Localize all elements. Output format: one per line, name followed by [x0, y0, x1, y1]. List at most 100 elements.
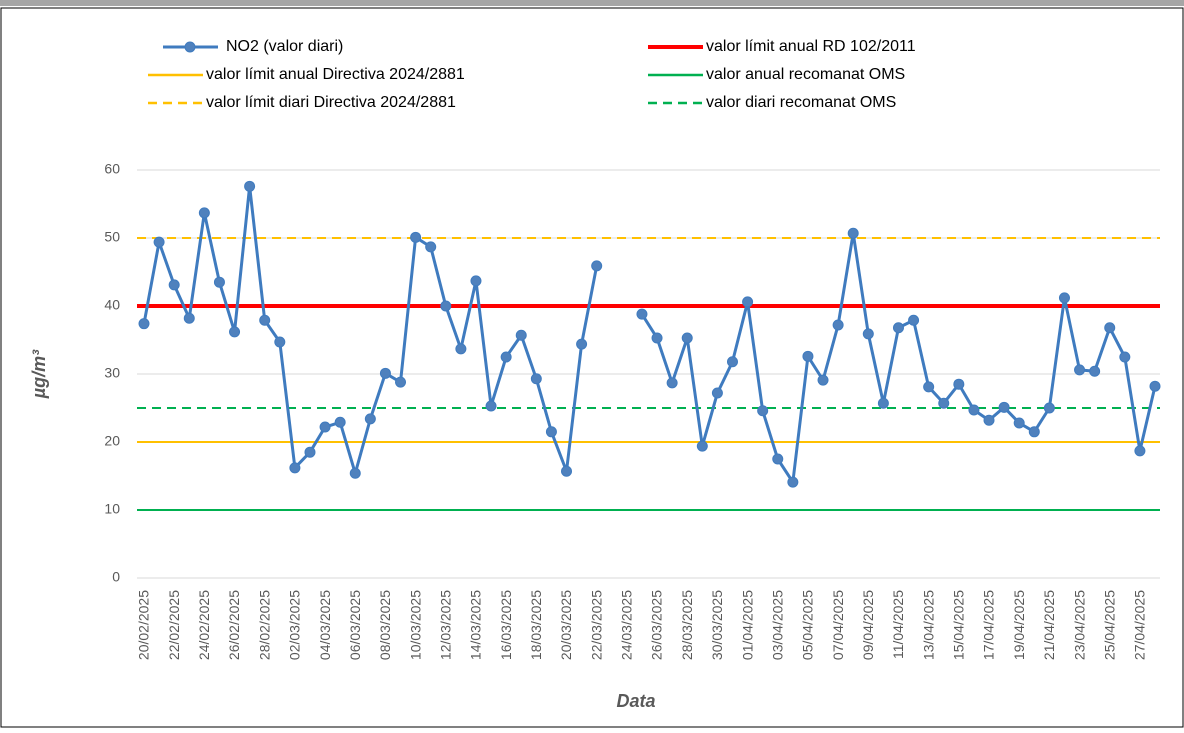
x-tick-label: 26/03/2025 [649, 590, 665, 660]
legend-label: valor límit diari Directiva 2024/2881 [206, 94, 456, 111]
data-point [666, 377, 678, 389]
legend-label: valor anual recomanat OMS [706, 66, 905, 83]
data-point [334, 416, 346, 428]
x-tick-label: 26/02/2025 [226, 590, 242, 660]
x-tick-label: 01/04/2025 [739, 590, 755, 660]
data-point [817, 374, 829, 386]
y-tick-label: 10 [104, 501, 120, 517]
frame [0, 7, 1184, 728]
data-point [470, 275, 482, 287]
data-point [696, 440, 708, 452]
data-point [259, 314, 271, 326]
x-tick-label: 18/03/2025 [528, 590, 544, 660]
x-tick-label: 09/04/2025 [860, 590, 876, 660]
data-point [742, 296, 754, 308]
data-point [545, 426, 557, 438]
y-tick-label: 20 [104, 433, 120, 449]
data-point [591, 260, 603, 272]
data-point [425, 241, 437, 253]
data-point [832, 319, 844, 331]
data-point [576, 338, 588, 350]
y-tick-label: 30 [104, 365, 120, 381]
data-point [636, 308, 648, 320]
data-point [410, 231, 422, 243]
x-tick-label: 08/03/2025 [377, 590, 393, 660]
x-tick-label: 06/03/2025 [347, 590, 363, 660]
data-point [953, 378, 965, 390]
data-point [1089, 365, 1101, 377]
data-point [772, 453, 784, 465]
data-point [1119, 351, 1131, 363]
data-point [198, 207, 210, 219]
x-tick-label: 22/03/2025 [588, 590, 604, 660]
x-axis-title: Data [616, 691, 655, 711]
data-point [530, 373, 542, 385]
data-point [1058, 292, 1070, 304]
legend-label: valor límit anual Directiva 2024/2881 [206, 66, 465, 83]
data-point [711, 387, 723, 399]
data-point [1074, 364, 1086, 376]
data-point [1043, 402, 1055, 414]
data-point [500, 351, 512, 363]
data-point [395, 376, 407, 388]
legend-label: valor diari recomanat OMS [706, 94, 896, 111]
legend-marker [184, 41, 196, 53]
y-tick-label: 60 [104, 161, 120, 177]
x-tick-label: 05/04/2025 [800, 590, 816, 660]
x-tick-label: 07/04/2025 [830, 590, 846, 660]
data-point [244, 180, 256, 192]
data-point [455, 343, 467, 355]
data-point [213, 276, 225, 288]
data-point [440, 300, 452, 312]
x-tick-label: 23/04/2025 [1071, 590, 1087, 660]
x-tick-label: 30/03/2025 [709, 590, 725, 660]
x-tick-label: 02/03/2025 [287, 590, 303, 660]
y-tick-label: 50 [104, 229, 120, 245]
y-tick-label: 40 [104, 297, 120, 313]
data-point [1028, 426, 1040, 438]
data-point [138, 318, 150, 330]
data-point [892, 322, 904, 334]
data-point [274, 336, 286, 348]
data-point [183, 312, 195, 324]
x-tick-label: 28/02/2025 [256, 590, 272, 660]
data-point [847, 227, 859, 239]
data-point [802, 350, 814, 362]
data-point [787, 476, 799, 488]
x-tick-label: 19/04/2025 [1011, 590, 1027, 660]
data-point [651, 332, 663, 344]
x-tick-label: 13/04/2025 [920, 590, 936, 660]
y-axis-title: µg/m³ [29, 349, 49, 399]
legend-label: valor límit anual RD 102/2011 [706, 38, 916, 55]
x-tick-label: 20/03/2025 [558, 590, 574, 660]
data-point [1104, 322, 1116, 334]
x-tick-label: 24/03/2025 [619, 590, 635, 660]
y-tick-label: 0 [112, 569, 120, 585]
x-tick-label: 17/04/2025 [981, 590, 997, 660]
data-point [379, 367, 391, 379]
data-point [1134, 445, 1146, 457]
data-point [908, 314, 920, 326]
data-point [1149, 380, 1161, 392]
legend-label: NO2 (valor diari) [226, 38, 343, 55]
data-point [229, 326, 241, 338]
data-point [1013, 417, 1025, 429]
x-tick-label: 04/03/2025 [317, 590, 333, 660]
data-point [561, 465, 573, 477]
data-point [968, 404, 980, 416]
data-point [153, 236, 165, 248]
data-point [364, 413, 376, 425]
data-point [319, 421, 331, 433]
x-tick-label: 15/04/2025 [951, 590, 967, 660]
data-point [877, 397, 889, 409]
x-tick-label: 10/03/2025 [407, 590, 423, 660]
x-tick-label: 03/04/2025 [769, 590, 785, 660]
x-tick-label: 16/03/2025 [498, 590, 514, 660]
x-tick-label: 11/04/2025 [890, 590, 906, 659]
data-point [998, 401, 1010, 413]
x-tick-label: 21/04/2025 [1041, 590, 1057, 660]
series-line [142, 184, 1157, 484]
data-point [289, 462, 301, 474]
